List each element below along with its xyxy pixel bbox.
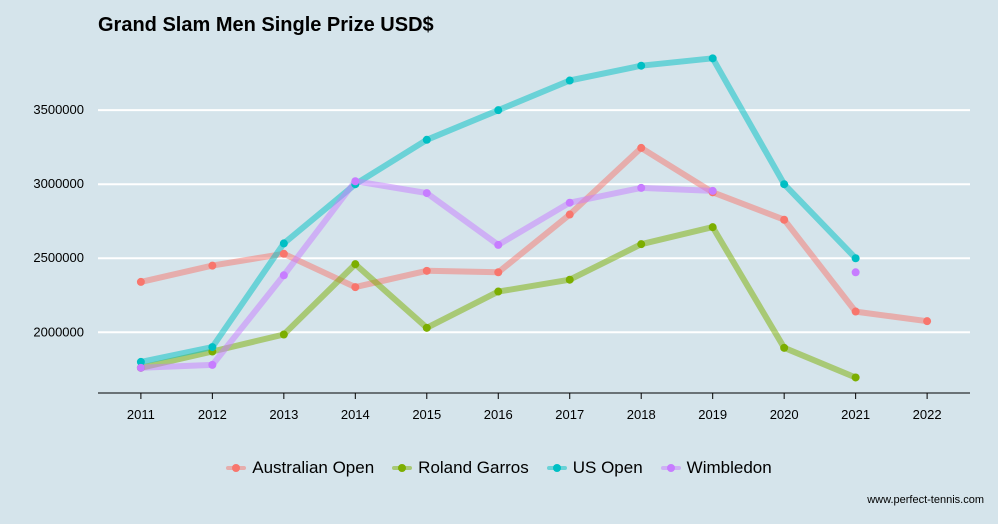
data-point-australian-open: [279, 249, 288, 258]
data-point-australian-open: [494, 268, 503, 277]
data-point-wimbledon: [565, 198, 574, 207]
x-tick-label: 2021: [841, 407, 870, 422]
legend-item-us-open: US Open: [546, 458, 643, 478]
legend-key-roland-garros: [392, 461, 413, 475]
data-point-wimbledon: [279, 271, 288, 280]
data-point-wimbledon: [494, 240, 503, 249]
data-point-australian-open: [136, 277, 145, 286]
data-point-wimbledon: [637, 183, 646, 192]
legend-label: Australian Open: [252, 458, 375, 477]
data-point-roland-garros: [780, 343, 789, 352]
legend-key-australian-open: [226, 461, 247, 475]
data-point-us-open: [279, 239, 288, 248]
y-tick-label: 3500000: [33, 102, 84, 117]
x-tick-label: 2018: [627, 407, 656, 422]
legend-label: Roland Garros: [418, 458, 529, 477]
data-point-wimbledon: [708, 186, 717, 195]
data-point-us-open: [136, 357, 145, 366]
data-point-roland-garros: [851, 373, 860, 382]
legend-label: US Open: [572, 458, 643, 477]
x-tick-label: 2017: [555, 407, 584, 422]
chart-title: Grand Slam Men Single Prize USD$: [98, 14, 434, 36]
gridlines: [98, 109, 970, 334]
y-tick-label: 3000000: [33, 176, 84, 191]
data-point-australian-open: [851, 307, 860, 316]
x-tick-label: 2014: [341, 407, 370, 422]
data-point-us-open: [494, 106, 503, 115]
data-point-australian-open: [637, 143, 646, 152]
data-point-us-open: [637, 61, 646, 70]
data-point-us-open: [708, 54, 717, 63]
legend-key-us-open: [546, 461, 567, 475]
x-tick-label: 2015: [412, 407, 441, 422]
x-tick-label: 2020: [770, 407, 799, 422]
legend-item-australian-open: Australian Open: [226, 458, 374, 478]
data-point-us-open: [780, 180, 789, 189]
data-point-roland-garros: [422, 323, 431, 332]
y-tick-label: 2500000: [33, 250, 84, 265]
data-point-us-open: [422, 135, 431, 144]
data-point-wimbledon: [351, 177, 360, 186]
data-point-roland-garros: [708, 223, 717, 232]
data-point-roland-garros: [279, 330, 288, 339]
data-point-roland-garros: [351, 260, 360, 269]
data-point-wimbledon: [208, 360, 217, 369]
data-point-us-open: [208, 343, 217, 352]
data-point-australian-open: [422, 266, 431, 275]
series-line-roland-garros: [137, 224, 859, 381]
data-point-roland-garros: [494, 287, 503, 296]
data-point-roland-garros: [637, 240, 646, 249]
x-tick-label: 2019: [698, 407, 727, 422]
legend-item-roland-garros: Roland Garros: [392, 458, 529, 478]
y-tick-label: 2000000: [33, 324, 84, 339]
data-point-roland-garros: [565, 275, 574, 284]
data-point-us-open: [851, 254, 860, 263]
data-point-wimbledon: [851, 268, 860, 277]
x-tick-label: 2016: [484, 407, 513, 422]
data-point-us-open: [565, 76, 574, 85]
data-point-australian-open: [208, 261, 217, 270]
legend: Australian Open Roland Garros US Open Wimbl…: [0, 458, 998, 478]
data-point-australian-open: [780, 215, 789, 224]
series-line-australian-open: [137, 144, 931, 325]
axes: 2000000 2500000 3000000 3500000 2011 2012 2013…: [33, 102, 970, 422]
source-credit: www.perfect-tennis.com: [867, 494, 984, 506]
data-point-australian-open: [565, 210, 574, 219]
x-tick-label: 2012: [198, 407, 227, 422]
series-points: [136, 54, 932, 382]
x-tick-label: 2011: [127, 407, 155, 422]
legend-label: Wimbledon: [686, 458, 772, 477]
data-point-australian-open: [351, 283, 360, 292]
x-tick-label: 2013: [269, 407, 298, 422]
series-lines: [137, 55, 931, 381]
legend-key-wimbledon: [660, 461, 681, 475]
data-point-australian-open: [923, 317, 932, 326]
data-point-wimbledon: [136, 363, 145, 372]
x-tick-label: 2022: [913, 407, 942, 422]
legend-item-wimbledon: Wimbledon: [660, 458, 772, 478]
data-point-wimbledon: [422, 189, 431, 198]
